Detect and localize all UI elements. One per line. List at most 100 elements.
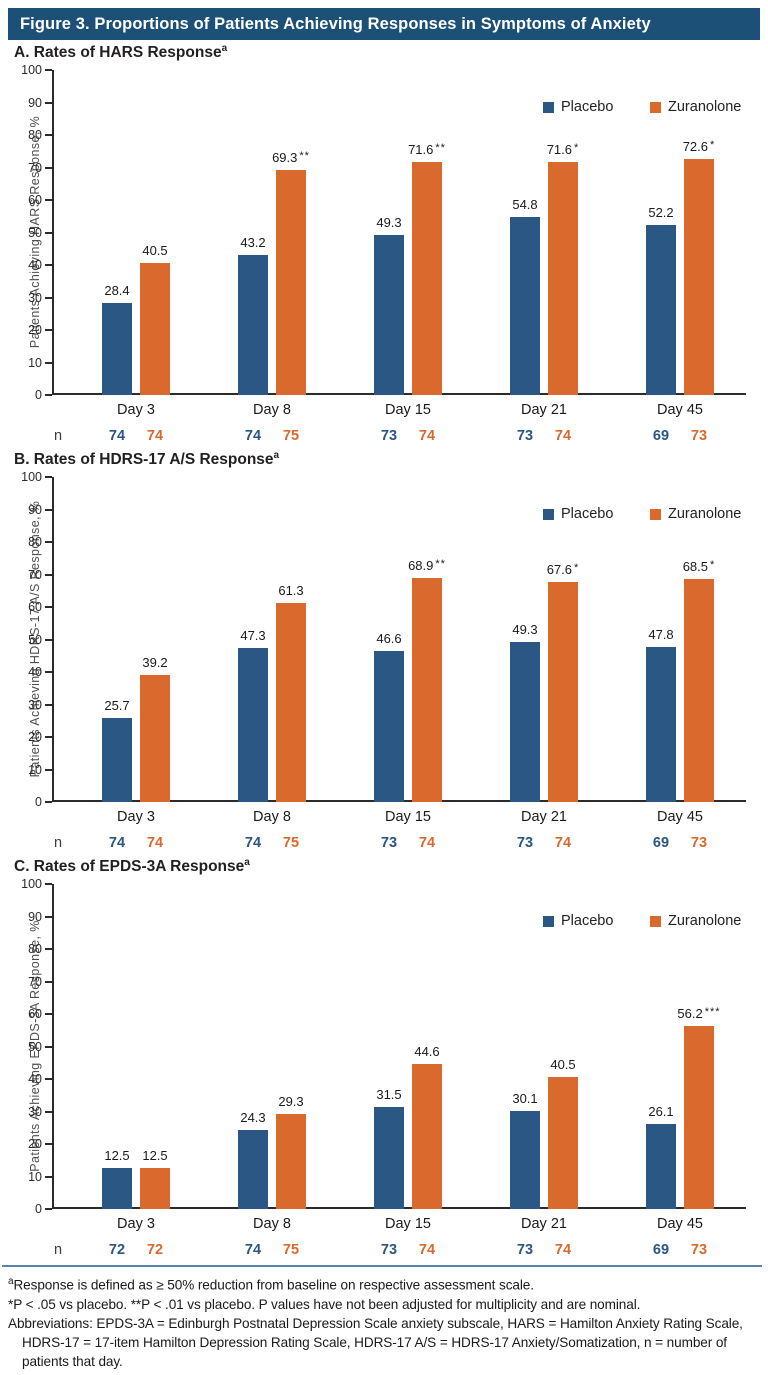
y-tick-mark-40 <box>45 671 52 673</box>
legend-placebo-swatch <box>543 101 554 113</box>
significance-marker: *** <box>704 1006 721 1019</box>
n-value-zuranolone-day-45: 73 <box>690 428 708 444</box>
footnote-text: Response is defined as ≥ 50% reduction f… <box>13 1277 534 1293</box>
legend-zuranolone-swatch <box>650 508 661 520</box>
y-tick-label-50: 50 <box>28 632 42 647</box>
x-label-day-15: Day 15 <box>385 402 431 418</box>
n-value-placebo-day-15: 73 <box>380 835 398 851</box>
value-text: 56.2 <box>677 1006 703 1022</box>
n-value-zuranolone-day-21: 74 <box>554 835 572 851</box>
bar-placebo-day-3 <box>102 718 132 802</box>
value-label-zuranolone-day-3: 39.2 <box>110 655 200 671</box>
value-label-zuranolone-day-8: 29.3 <box>246 1094 336 1110</box>
bar-placebo-day-45 <box>646 225 676 395</box>
value-label-placebo-day-3: 25.7 <box>72 698 162 714</box>
legend-item-zuranolone: Zuranolone <box>650 99 741 115</box>
value-text: 71.6 <box>546 142 573 158</box>
value-label-zuranolone-day-21: 40.5 <box>518 1057 608 1073</box>
x-label-day-8: Day 8 <box>253 1216 291 1232</box>
value-text: 12.5 <box>142 1148 168 1164</box>
n-row-label: n <box>54 428 63 444</box>
legend-placebo-label: Placebo <box>561 913 614 929</box>
y-tick-mark-70 <box>45 573 52 576</box>
value-text: 61.3 <box>278 582 304 598</box>
panel-title-superscript: a <box>244 857 250 868</box>
value-text: 67.6 <box>546 562 573 578</box>
significance-marker: * <box>574 142 580 155</box>
y-tick-label-30: 30 <box>28 1104 42 1119</box>
value-label-placebo-day-15: 49.3 <box>344 215 434 231</box>
y-tick-label-80: 80 <box>28 942 42 956</box>
legend-zuranolone-label: Zuranolone <box>668 913 742 929</box>
y-tick-mark-100 <box>45 476 52 478</box>
n-value-zuranolone-day-8: 75 <box>282 835 300 851</box>
legend-zuranolone-swatch <box>650 915 661 927</box>
value-label-zuranolone-day-3: 12.5 <box>110 1148 200 1164</box>
value-text: 28.4 <box>104 282 130 298</box>
n-row-label: n <box>54 1242 63 1258</box>
n-value-zuranolone-day-3: 72 <box>146 1242 164 1258</box>
y-tick-label-10: 10 <box>28 762 42 777</box>
bar-zuranolone-day-8 <box>276 602 306 802</box>
bar-zuranolone-day-21 <box>548 1077 578 1209</box>
bar-zuranolone-day-45 <box>684 1026 714 1209</box>
value-label-zuranolone-day-15: 44.6 <box>382 1044 472 1060</box>
x-label-day-3: Day 3 <box>117 402 155 418</box>
y-tick-mark-50 <box>45 638 52 641</box>
y-tick-mark-10 <box>45 768 52 771</box>
bar-zuranolone-day-21 <box>548 582 578 802</box>
n-value-placebo-day-15: 73 <box>380 1242 398 1258</box>
y-tick-label-30: 30 <box>28 290 42 305</box>
y-tick-mark-0 <box>45 1208 52 1210</box>
panel-title-text: A. Rates of HARS Response <box>14 44 222 62</box>
bar-placebo-day-45 <box>646 1124 676 1209</box>
y-tick-mark-20 <box>45 736 52 738</box>
value-text: 40.5 <box>550 1057 576 1073</box>
y-tick-mark-100 <box>45 69 52 71</box>
n-value-zuranolone-day-8: 75 <box>282 1242 300 1258</box>
y-tick-label-60: 60 <box>28 193 42 207</box>
legend-item-placebo: Placebo <box>543 99 613 115</box>
n-value-zuranolone-day-3: 74 <box>146 835 164 851</box>
y-tick-mark-20 <box>45 329 52 331</box>
y-tick-label-20: 20 <box>28 730 42 744</box>
panel-title-superscript: a <box>221 43 228 54</box>
y-tick-label-0: 0 <box>35 1202 42 1216</box>
plot-area-epds: 0 10 20 30 40 50 60 70 80 90 100 n Day 3 12.5 72 12.5 72… <box>0 858 768 1262</box>
y-tick-mark-20 <box>45 1143 52 1145</box>
y-tick-label-30: 30 <box>28 697 42 712</box>
n-value-placebo-day-3: 72 <box>108 1242 126 1258</box>
y-tick-mark-70 <box>45 166 52 169</box>
figure-title-bar: Figure 3. Proportions of Patients Achiev… <box>8 8 760 40</box>
value-label-placebo-day-3: 28.4 <box>72 283 162 299</box>
y-tick-label-100: 100 <box>21 877 42 891</box>
value-label-zuranolone-day-8: 69.3 ** <box>246 150 336 167</box>
value-text: 68.9 <box>408 558 434 574</box>
panel-title-superscript: a <box>273 450 280 461</box>
legend-zuranolone-swatch <box>650 101 661 113</box>
bar-zuranolone-day-45 <box>684 159 714 395</box>
footnote-response-definition: aResponse is defined as ≥ 50% reduction … <box>8 1272 758 1295</box>
n-row-label: n <box>54 835 63 851</box>
y-tick-mark-70 <box>45 980 52 983</box>
value-text: 46.6 <box>376 630 402 646</box>
value-text: 31.5 <box>376 1086 402 1102</box>
y-tick-label-40: 40 <box>28 258 42 272</box>
y-tick-mark-50 <box>45 1045 52 1048</box>
y-tick-label-90: 90 <box>28 909 42 924</box>
legend-item-placebo: Placebo <box>543 913 613 929</box>
n-value-zuranolone-day-21: 74 <box>554 428 572 444</box>
n-value-placebo-day-45: 69 <box>652 835 670 851</box>
footnote-p-values: *P < .05 vs placebo. **P < .01 vs placeb… <box>8 1296 641 1312</box>
n-value-placebo-day-8: 74 <box>244 428 262 444</box>
value-text: 26.1 <box>648 1104 674 1120</box>
y-tick-mark-50 <box>45 231 52 234</box>
figure-title: Figure 3. Proportions of Patients Achiev… <box>20 15 651 33</box>
y-tick-mark-0 <box>45 801 52 803</box>
value-label-zuranolone-day-21: 71.6 * <box>518 142 608 159</box>
y-tick-mark-90 <box>45 915 52 918</box>
bar-placebo-day-15 <box>374 234 404 395</box>
footnote-superscript: a <box>8 1276 14 1287</box>
y-tick-label-0: 0 <box>35 388 42 402</box>
y-tick-mark-90 <box>45 508 52 511</box>
